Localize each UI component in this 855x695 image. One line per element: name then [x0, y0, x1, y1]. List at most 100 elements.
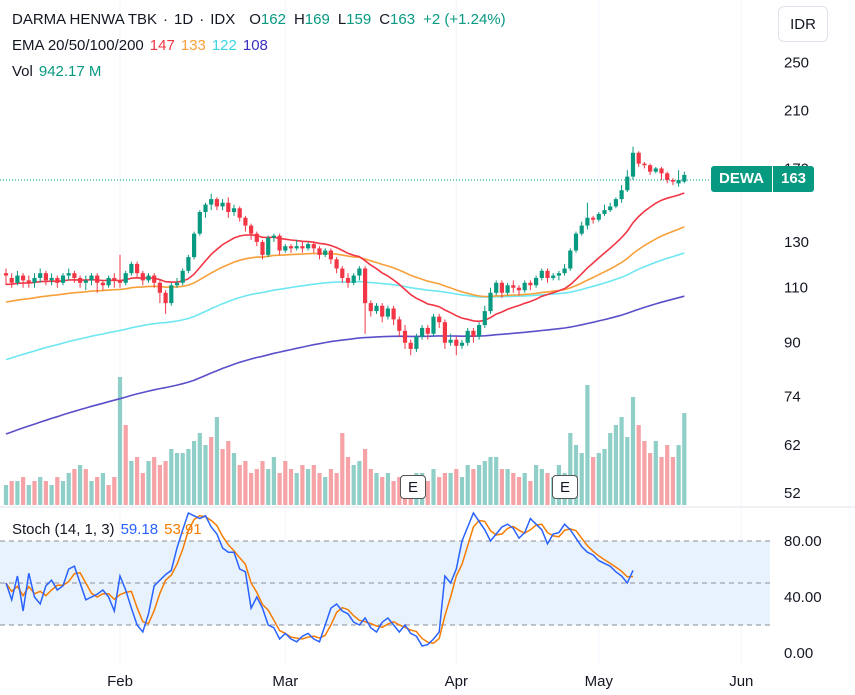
price-axis-label: 52	[784, 485, 801, 502]
candle-body	[374, 305, 379, 312]
candle	[266, 235, 271, 258]
candle	[306, 241, 311, 251]
candle	[123, 270, 128, 286]
candle	[505, 282, 510, 296]
volume-bar	[163, 461, 168, 505]
candle-body	[505, 285, 510, 293]
volume-bar	[659, 457, 664, 505]
volume-bar	[169, 449, 174, 505]
candle	[351, 273, 356, 286]
volume-bar	[676, 445, 681, 505]
candle	[562, 263, 567, 276]
earnings-marker[interactable]: E	[400, 475, 426, 499]
candle-body	[425, 327, 430, 334]
volume-value: 942.17 M	[38, 63, 102, 80]
candle-body	[49, 277, 54, 281]
candle	[642, 162, 647, 169]
candle	[591, 215, 596, 224]
candle-body	[619, 190, 624, 200]
candle	[243, 215, 248, 232]
volume-bar	[340, 433, 345, 505]
volume-bar	[522, 473, 527, 505]
volume-bar	[425, 481, 430, 505]
candle-body	[573, 233, 579, 251]
volume-bar	[21, 477, 26, 505]
candle	[169, 282, 174, 306]
candle-body	[596, 213, 601, 220]
candle-body	[340, 268, 345, 278]
candle	[442, 319, 447, 349]
candle	[539, 268, 544, 281]
volume-bar	[112, 477, 117, 505]
candle	[391, 305, 396, 326]
candle-body	[351, 275, 356, 283]
candle	[152, 273, 157, 288]
candle-body	[106, 277, 111, 286]
volume-bar	[49, 485, 54, 505]
high-value: 169	[304, 11, 330, 28]
candle-body	[66, 273, 71, 276]
volume-bar	[78, 465, 83, 505]
candle-body	[562, 268, 567, 274]
candle	[220, 199, 225, 211]
earnings-marker[interactable]: E	[552, 475, 578, 499]
candle-body	[431, 316, 436, 334]
candle	[545, 268, 550, 283]
candle-body	[237, 208, 242, 218]
candle	[511, 280, 516, 293]
volume-bar	[140, 473, 145, 505]
volume-bar	[220, 449, 225, 505]
candle	[197, 210, 202, 236]
candle	[579, 221, 584, 236]
candle	[192, 231, 197, 260]
candle-body	[602, 210, 607, 214]
volume-bar	[15, 481, 20, 505]
candle-body	[3, 273, 9, 276]
volume-bar	[482, 461, 487, 505]
volume-bar	[682, 413, 687, 505]
volume-bar	[642, 441, 647, 505]
currency-button[interactable]: IDR	[778, 6, 828, 42]
candle-body	[670, 179, 675, 182]
volume-bar	[653, 441, 658, 505]
candle-body	[391, 308, 396, 320]
volume-bar	[596, 453, 601, 505]
candle	[129, 261, 134, 276]
volume-bar	[180, 453, 185, 505]
candle-body	[135, 263, 140, 274]
candle	[665, 171, 670, 184]
candle-body	[459, 342, 465, 346]
volume-bar	[345, 457, 351, 505]
volume-bar	[3, 485, 9, 505]
candle	[670, 178, 675, 186]
candle-body	[511, 285, 516, 288]
candle	[83, 275, 88, 291]
candle	[323, 248, 328, 258]
ema-legend: EMA 20/50/100/200 147 133 122 108	[12, 36, 274, 56]
volume-bar	[602, 449, 607, 505]
volume-bar	[32, 481, 37, 505]
ema100-line	[5, 252, 685, 361]
volume-bar	[9, 481, 14, 505]
candle	[648, 163, 653, 175]
candle	[237, 206, 242, 222]
candle	[659, 166, 664, 180]
volume-bar	[334, 473, 339, 505]
candle	[26, 275, 31, 288]
candle-body	[534, 277, 539, 286]
volume-bar	[328, 469, 333, 505]
volume-bar	[648, 453, 653, 505]
candle-body	[306, 244, 311, 249]
volume-legend: Vol 942.17 M	[12, 62, 107, 82]
volume-bar	[83, 469, 88, 505]
candle-body	[294, 246, 299, 249]
volume-layer	[3, 377, 687, 505]
candle-body	[408, 342, 413, 349]
candle-body	[568, 250, 573, 269]
volume-bar	[26, 485, 31, 505]
exchange-label: IDX	[210, 11, 236, 28]
candle-body	[231, 208, 237, 213]
volume-bar	[465, 465, 470, 505]
candle-body	[192, 233, 197, 258]
